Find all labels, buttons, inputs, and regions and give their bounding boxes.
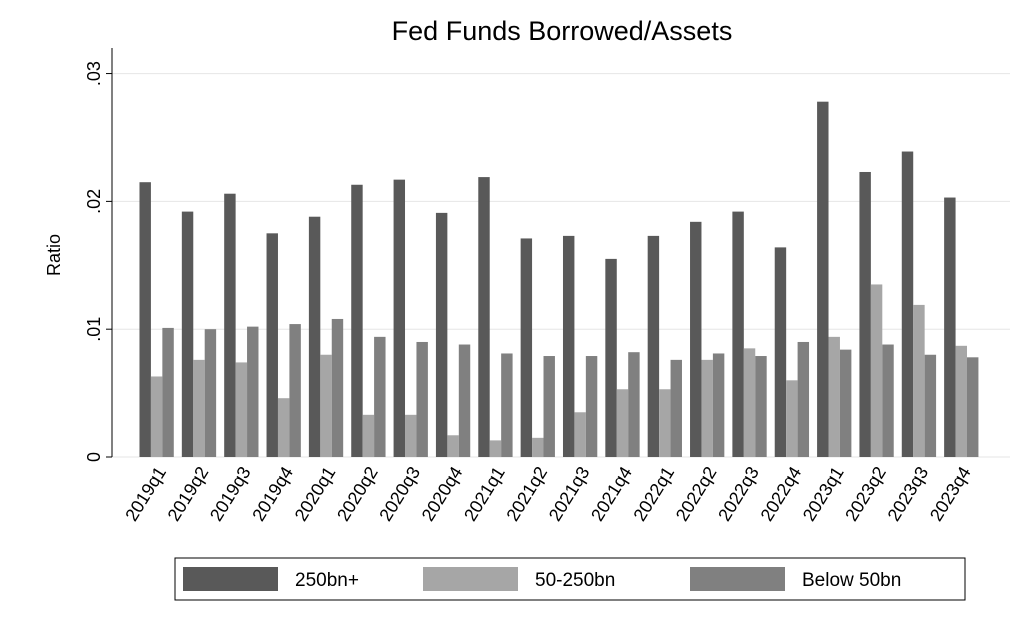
bar <box>712 353 725 457</box>
legend-label: 50-250bn <box>535 570 615 591</box>
legend-label: Below 50bn <box>802 570 901 591</box>
bar <box>670 359 682 457</box>
bar <box>828 336 840 457</box>
bar <box>478 177 490 457</box>
bar <box>605 258 617 457</box>
bar <box>489 440 502 457</box>
y-tick-label: .02 <box>84 189 104 214</box>
bar <box>955 345 968 457</box>
bar <box>447 435 459 457</box>
bar <box>532 437 544 457</box>
bar <box>277 398 290 457</box>
bar <box>690 221 702 457</box>
bar <box>574 412 586 457</box>
bar <box>701 359 713 457</box>
bar <box>374 336 386 457</box>
bar <box>320 354 332 457</box>
y-tick-label: 0 <box>84 452 104 462</box>
bar <box>224 193 236 458</box>
legend-swatch <box>690 567 785 591</box>
bar <box>150 376 163 457</box>
bar <box>351 184 363 457</box>
bar <box>162 327 174 457</box>
bar <box>859 171 871 457</box>
y-tick-label: .03 <box>84 61 104 86</box>
bar <box>944 197 956 457</box>
bar <box>501 353 513 457</box>
bar <box>732 211 744 457</box>
legend-label: 250bn+ <box>295 570 359 591</box>
bar <box>416 341 428 457</box>
legend-swatch <box>183 567 278 591</box>
bar <box>393 179 406 457</box>
bar <box>882 344 894 457</box>
bar <box>458 344 471 457</box>
bar <box>331 318 344 457</box>
bar <box>289 324 301 457</box>
legend-swatch <box>423 567 518 591</box>
bar <box>435 212 448 457</box>
bar <box>266 233 278 457</box>
legend <box>174 557 966 601</box>
bar <box>139 182 151 457</box>
bar <box>797 341 810 457</box>
bar <box>628 352 640 457</box>
bar <box>204 329 217 457</box>
bar <box>585 356 598 457</box>
bar <box>755 356 767 457</box>
y-tick-label: .01 <box>84 317 104 342</box>
bar <box>901 151 914 457</box>
bar <box>817 101 829 458</box>
bar <box>520 238 533 457</box>
bar <box>308 216 321 457</box>
bar <box>786 380 798 457</box>
bar <box>924 354 937 457</box>
bar <box>647 235 660 457</box>
bar <box>774 247 787 457</box>
bar <box>870 284 883 457</box>
bar <box>659 389 671 457</box>
bar <box>193 359 205 457</box>
bar <box>616 389 629 457</box>
bar <box>405 414 417 457</box>
bar <box>247 326 259 457</box>
bar <box>543 356 555 457</box>
bar <box>562 235 575 457</box>
bar <box>967 357 979 457</box>
bar <box>743 348 756 457</box>
y-axis-label: Ratio <box>44 234 64 276</box>
bar <box>181 211 194 457</box>
chart-title: Fed Funds Borrowed/Assets <box>392 16 733 46</box>
bar <box>913 304 925 457</box>
bar <box>839 349 852 457</box>
bar <box>362 414 375 457</box>
bar <box>235 362 248 457</box>
